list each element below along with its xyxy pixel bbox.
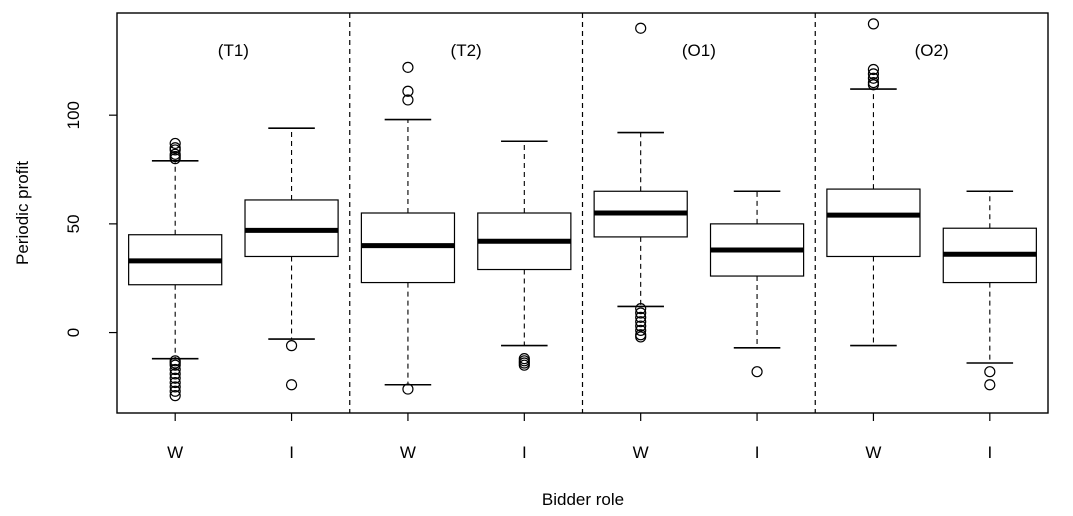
outlier-point [867,68,880,80]
panel-label: (T1) [218,41,249,60]
x-tick-label: I [289,443,294,462]
outlier-point [169,390,181,402]
outlier-point [867,79,880,91]
outlier-point [285,340,298,352]
outlier-point [635,22,647,34]
outlier-point [169,148,181,160]
y-tick-label: 100 [64,101,83,129]
outlier-point [984,366,996,378]
outlier-point [635,316,647,328]
outlier-point [285,379,298,391]
outlier-point [402,383,414,395]
outlier-point [635,311,647,323]
outlier-point [169,137,181,150]
x-tick-label: W [400,443,416,462]
y-tick-label: 50 [64,214,83,233]
x-tick-label: W [633,443,649,462]
panel-label: (O1) [682,41,716,60]
panel-label: (O2) [915,41,949,60]
outlier-point [635,320,647,332]
y-tick-label: 0 [64,328,83,337]
outlier-point [169,363,181,376]
outlier-point [635,307,647,319]
outlier-point [169,381,181,393]
outlier-point [984,379,996,391]
x-tick-label: W [167,443,183,462]
outlier-point [169,372,181,384]
outlier-point [402,94,414,106]
y-axis-label: Periodic profit [13,161,32,265]
outlier-point [169,359,181,371]
outlier-point [169,385,181,397]
x-tick-label: I [522,443,527,462]
outlier-point [169,368,181,380]
x-tick-label: I [755,443,760,462]
outlier-point [635,324,647,336]
x-tick-label: I [987,443,992,462]
outlier-point [751,366,763,378]
outlier-point [867,63,880,76]
outlier-point [402,61,414,73]
outlier-point [867,18,880,30]
iqr-box [826,188,921,258]
outlier-point [518,359,530,371]
outlier-point [169,142,181,154]
outlier-point [635,303,647,315]
panel-label: (T2) [451,41,482,60]
x-axis-label: Bidder role [542,490,624,509]
outlier-point [402,85,414,97]
outlier-point [169,376,181,389]
x-tick-label: W [865,443,881,462]
outlier-point [867,72,880,84]
outlier-point [635,331,647,343]
